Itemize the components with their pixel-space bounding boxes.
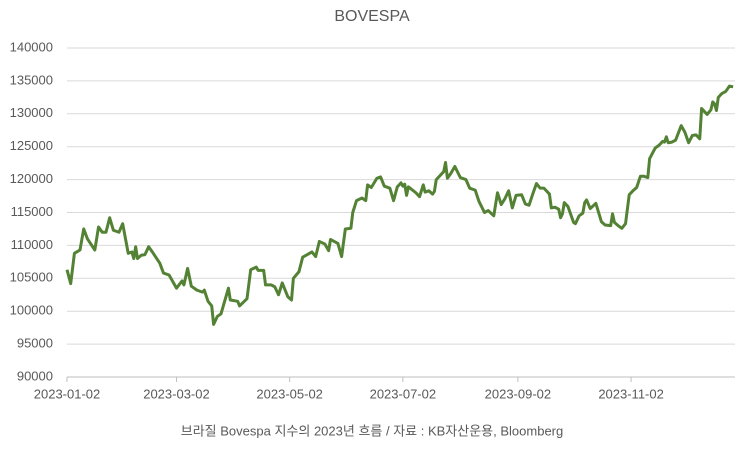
y-tick-label: 140000 bbox=[10, 39, 53, 54]
x-tick-label: 2023-07-02 bbox=[370, 386, 437, 401]
x-tick-label: 2023-03-02 bbox=[143, 386, 210, 401]
y-tick-label: 120000 bbox=[10, 171, 53, 186]
y-tick-label: 95000 bbox=[17, 336, 53, 351]
x-tick-label: 2023-05-02 bbox=[256, 386, 323, 401]
y-tick-label: 110000 bbox=[11, 237, 53, 252]
y-tick-label: 100000 bbox=[10, 303, 53, 318]
chart-title: BOVESPA bbox=[334, 8, 410, 25]
y-tick-label: 115000 bbox=[11, 204, 53, 219]
y-tick-label: 125000 bbox=[10, 138, 53, 153]
line bbox=[65, 84, 734, 326]
y-tick-label: 130000 bbox=[10, 105, 53, 120]
y-tick-label: 90000 bbox=[17, 368, 53, 383]
caption: 브라질 Bovespa 지수의 2023년 흐름 / 자료 : KB자산운용, … bbox=[181, 423, 563, 438]
x-tick-label: 2023-01-02 bbox=[34, 386, 101, 401]
x-tick-label: 2023-09-02 bbox=[485, 386, 552, 401]
x-tick-label: 2023-11-02 bbox=[598, 386, 664, 401]
y-tick-label: 135000 bbox=[10, 72, 53, 87]
y-tick-label: 105000 bbox=[10, 270, 53, 285]
